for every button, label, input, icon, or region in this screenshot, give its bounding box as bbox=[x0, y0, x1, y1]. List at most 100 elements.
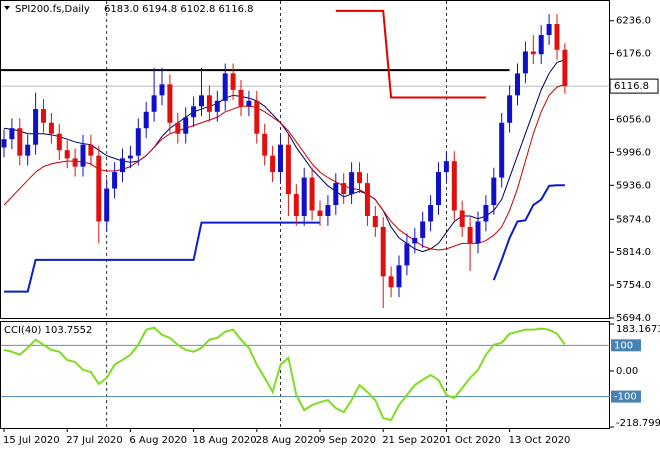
candle-body bbox=[491, 177, 497, 206]
y-tick-label: 0.00 bbox=[616, 366, 638, 377]
candle-body bbox=[483, 205, 489, 222]
candle-body bbox=[333, 183, 339, 206]
y-tick-label: 6176.0 bbox=[616, 49, 651, 60]
candle-body bbox=[48, 122, 54, 134]
candle-body bbox=[443, 161, 449, 173]
level-label-box bbox=[611, 339, 641, 352]
candle-body bbox=[475, 221, 481, 244]
y-tick-label: 183.1673 bbox=[616, 324, 660, 335]
candle-body bbox=[530, 51, 536, 55]
x-tick-label: 9 Sep 2020 bbox=[319, 435, 376, 446]
candle-body bbox=[436, 172, 441, 206]
candle-body bbox=[341, 183, 347, 195]
indicator-line bbox=[335, 9, 486, 99]
price-panel bbox=[0, 0, 610, 319]
candle-body bbox=[199, 95, 204, 107]
chart-title: SPI200.fs,Daily bbox=[15, 4, 90, 15]
candle-body bbox=[412, 237, 418, 244]
candle-body bbox=[404, 243, 410, 266]
candle-body bbox=[214, 100, 220, 112]
candle-body bbox=[262, 133, 268, 156]
candle-body bbox=[325, 205, 331, 216]
cci-panel bbox=[0, 321, 610, 429]
candle-body bbox=[17, 128, 23, 156]
menu-arrow[interactable] bbox=[4, 6, 10, 10]
indicator-line bbox=[3, 83, 566, 251]
candle-body bbox=[522, 51, 528, 74]
candle-body bbox=[120, 158, 125, 173]
y-tick-label: 5996.0 bbox=[616, 147, 651, 158]
y-tick-label: 6236.0 bbox=[616, 16, 651, 27]
candle-body bbox=[183, 117, 189, 134]
x-tick-label: 21 Sep 2020 bbox=[382, 435, 445, 446]
candle-body bbox=[64, 150, 70, 159]
candle-body bbox=[293, 194, 299, 216]
candle-body bbox=[112, 172, 118, 189]
candle-body bbox=[372, 215, 378, 227]
candle-body bbox=[167, 84, 173, 123]
candle-body bbox=[467, 226, 473, 244]
x-tick-label: 28 Aug 2020 bbox=[256, 435, 320, 446]
level-label: 100 bbox=[614, 340, 633, 351]
candle-body bbox=[451, 161, 457, 211]
quote: 6183.0 6194.8 6102.8 6116.8 bbox=[104, 4, 254, 15]
y-tick-label: 6056.0 bbox=[616, 114, 651, 125]
candle-body bbox=[349, 172, 355, 195]
last-price-box bbox=[609, 78, 659, 94]
x-tick-label: 27 Jul 2020 bbox=[66, 435, 123, 446]
x-tick-label: 13 Oct 2020 bbox=[509, 435, 571, 446]
candle-body bbox=[499, 122, 505, 178]
x-tick-label: 1 Oct 2020 bbox=[445, 435, 500, 446]
candle-body bbox=[33, 109, 39, 145]
candle-body bbox=[80, 144, 86, 167]
indicator-line bbox=[4, 221, 320, 293]
y-tick-label: 5874.0 bbox=[616, 214, 651, 225]
y-tick-label: 5694.0 bbox=[616, 313, 651, 324]
candle-body bbox=[56, 133, 62, 151]
y-tick-label: 5936.0 bbox=[616, 180, 651, 191]
level-label: -100 bbox=[614, 392, 637, 403]
cci-line bbox=[3, 326, 566, 422]
candle-body bbox=[159, 84, 165, 96]
candle-body bbox=[191, 106, 197, 118]
candle-body bbox=[72, 158, 78, 167]
x-tick-label: 6 Aug 2020 bbox=[129, 435, 187, 446]
candle-body bbox=[388, 276, 394, 288]
candle-body bbox=[222, 73, 228, 101]
candle-body bbox=[9, 128, 15, 140]
candle-body bbox=[364, 183, 370, 216]
candle-body bbox=[104, 188, 110, 222]
candle-body bbox=[25, 144, 31, 156]
candle-body bbox=[538, 35, 544, 55]
candle-body bbox=[507, 95, 513, 123]
candle-body bbox=[254, 100, 260, 134]
candle-body bbox=[309, 177, 315, 211]
candle-body bbox=[554, 24, 560, 50]
last-price-label: 6116.8 bbox=[614, 81, 649, 92]
candle-body bbox=[317, 210, 323, 216]
candle-body bbox=[396, 265, 402, 288]
candle-body bbox=[246, 100, 252, 107]
candle-body bbox=[206, 95, 212, 112]
candle-body bbox=[127, 155, 133, 159]
candle-body bbox=[175, 122, 181, 134]
candle-body bbox=[41, 109, 46, 123]
indicator-line bbox=[3, 59, 566, 253]
candle-body bbox=[380, 226, 386, 277]
candle-body bbox=[96, 155, 102, 222]
x-tick-label: 18 Aug 2020 bbox=[193, 435, 257, 446]
candle-body bbox=[1, 139, 7, 148]
candle-body bbox=[546, 24, 552, 36]
y-tick-label: 5814.0 bbox=[616, 247, 651, 258]
x-tick-label: 15 Jul 2020 bbox=[3, 435, 60, 446]
candle-body bbox=[357, 172, 362, 184]
candle-body bbox=[562, 49, 568, 87]
level-label-box bbox=[611, 390, 641, 403]
candle-body bbox=[459, 210, 465, 227]
candle-body bbox=[285, 144, 291, 195]
cci-title: CCI(40) 103.7552 bbox=[4, 325, 92, 336]
candle-body bbox=[278, 144, 283, 173]
candle-body bbox=[420, 221, 426, 238]
candle-body bbox=[230, 73, 236, 90]
